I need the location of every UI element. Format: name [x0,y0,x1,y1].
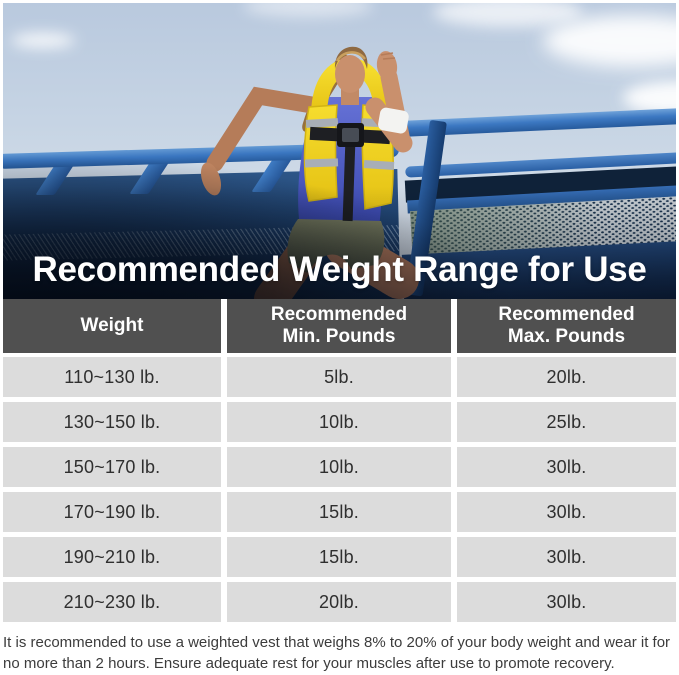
max-pounds-cell: 25lb. [457,402,676,442]
min-pounds-cell: 20lb. [227,582,451,622]
min-pounds-cell: 10lb. [227,447,451,487]
table-row: 190~210 lb. 15lb. 30lb. [3,537,676,577]
table-header-row: Weight Recommended Min. Pounds Recommend… [3,299,676,353]
min-pounds-cell: 10lb. [227,402,451,442]
hero-photo: Recommended Weight Range for Use [3,3,676,299]
usage-note: It is recommended to use a weighted vest… [3,634,671,672]
column-header-min-pounds: Recommended Min. Pounds [227,299,451,353]
table-row: 130~150 lb. 10lb. 25lb. [3,402,676,442]
cloud [543,15,676,67]
min-pounds-cell: 15lb. [227,537,451,577]
max-pounds-cell: 20lb. [457,357,676,397]
max-pounds-cell: 30lb. [457,447,676,487]
table-row: 110~130 lb. 5lb. 20lb. [3,357,676,397]
max-pounds-cell: 30lb. [457,582,676,622]
min-pounds-cell: 5lb. [227,357,451,397]
column-header-max-pounds: Recommended Max. Pounds [457,299,676,353]
table-row: 210~230 lb. 20lb. 30lb. [3,582,676,622]
vest-buckle-latch [342,128,359,142]
weight-range-cell: 190~210 lb. [3,537,221,577]
weight-range-cell: 150~170 lb. [3,447,221,487]
min-pounds-cell: 15lb. [227,492,451,532]
weight-range-cell: 170~190 lb. [3,492,221,532]
runner-head [335,55,365,93]
weight-range-cell: 110~130 lb. [3,357,221,397]
cloud [11,33,75,48]
max-pounds-cell: 30lb. [457,537,676,577]
weight-range-cell: 210~230 lb. [3,582,221,622]
max-pounds-cell: 30lb. [457,492,676,532]
weight-range-cell: 130~150 lb. [3,402,221,442]
table-row: 170~190 lb. 15lb. 30lb. [3,492,676,532]
vest-reflective-stripe [304,158,339,168]
vest-reflective-stripe [305,118,339,128]
table-row: 150~170 lb. 10lb. 30lb. [3,447,676,487]
column-header-weight: Weight [3,299,221,353]
page-title: Recommended Weight Range for Use [32,250,647,289]
weight-table-body: 110~130 lb. 5lb. 20lb. 130~150 lb. 10lb.… [3,357,676,622]
